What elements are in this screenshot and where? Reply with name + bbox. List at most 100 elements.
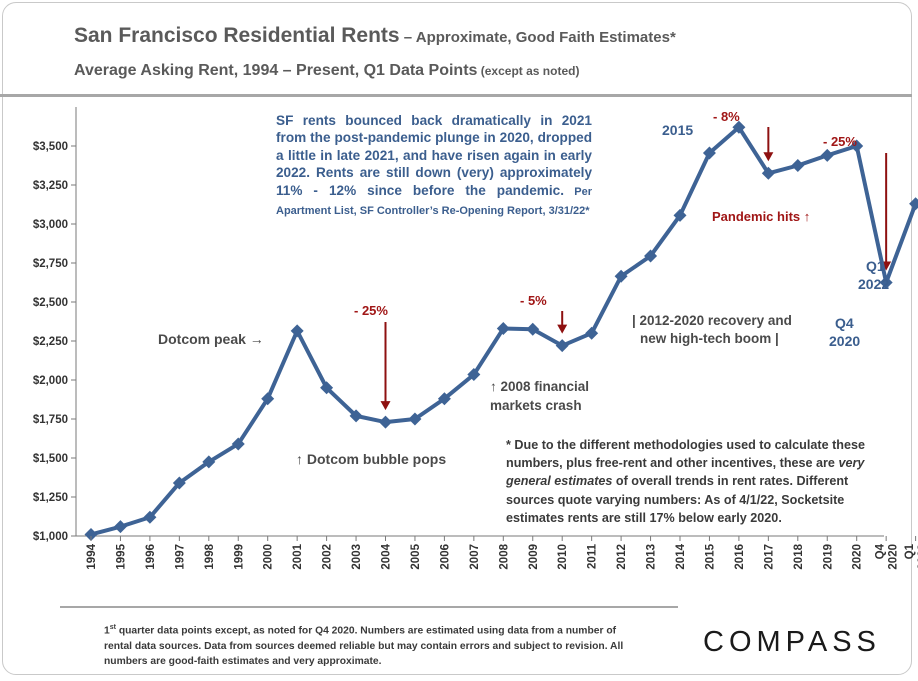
data-point [349, 409, 363, 423]
annotation-dotcom-pops: ↑ Dotcom bubble pops [296, 451, 447, 467]
data-point [379, 415, 392, 429]
x-tick-label: 1999 [233, 544, 245, 570]
data-point [290, 324, 304, 338]
data-point [84, 527, 98, 541]
chart-title-sub: – Approximate, Good Faith Estimates* [399, 29, 676, 46]
data-point [614, 269, 628, 283]
x-tick-label: 2012 [616, 544, 628, 570]
methodology-note: * Due to the different methodologies use… [506, 438, 865, 525]
data-point [113, 520, 127, 534]
data-point [467, 368, 481, 382]
y-tick-label: $3,250 [33, 180, 68, 192]
y-tick-label: $2,750 [33, 258, 68, 270]
x-tick-label: 2019 [822, 544, 834, 570]
annotation-q4-year: 2020 [829, 333, 861, 349]
y-tick-label: $1,000 [33, 531, 68, 543]
y-tick-label: $2,250 [33, 336, 68, 348]
annotation-pandemic-hits: Pandemic hits ↑ [712, 209, 811, 224]
y-tick-label: $1,500 [33, 453, 68, 465]
x-tick-label: 2004 [381, 543, 393, 569]
data-point [408, 412, 422, 426]
methodology-note-emphasis: very general estimates [506, 456, 865, 489]
data-point [526, 322, 540, 336]
x-tick-label: 1994 [86, 543, 98, 569]
chart-frame [2, 2, 912, 675]
x-tick-label: 2015 [704, 543, 716, 569]
x-tick-label: 1998 [204, 543, 216, 569]
x-tick-label: 2008 [498, 543, 510, 569]
arrow-2010 [557, 311, 568, 334]
y-tick-label: $3,000 [33, 219, 68, 231]
annotation-recovery-2: new high-tech boom | [640, 331, 779, 346]
data-point [320, 381, 334, 395]
data-point [820, 148, 834, 162]
x-tick-label: 1996 [145, 544, 157, 570]
x-tick-label: 1997 [174, 544, 186, 570]
data-point [555, 339, 569, 353]
arrow-q4-2020 [881, 153, 892, 271]
x-tick-label: 2005 [410, 543, 422, 569]
chart-subtitle-note: (except as noted) [477, 64, 580, 78]
annotation-2008-crash-1: ↑ 2008 financial [490, 379, 590, 394]
x-tick-label: 1995 [115, 543, 127, 569]
x-tick-label: 2011 [587, 543, 599, 569]
footer-divider [60, 606, 678, 608]
annotation-dotcom-peak: Dotcom peak → [158, 331, 264, 347]
x-tick-label: Q4 [875, 543, 887, 559]
x-tick-label: 2016 [734, 544, 746, 570]
summary-callout-source: Per Apartment List, SF Controller’s Re-O… [276, 185, 592, 218]
arrow-2017 [763, 127, 774, 162]
data-point [202, 455, 216, 469]
annotation-recovery-1: | 2012-2020 recovery and [632, 313, 792, 328]
x-tick-label: Q1 [904, 543, 916, 559]
data-point [879, 276, 893, 289]
chart-subtitle: Average Asking Rent, 1994 – Present, Q1 … [74, 62, 580, 79]
compass-logo: COMPASS [703, 626, 881, 658]
y-tick-label: $2,500 [33, 297, 68, 309]
summary-callout-text: SF rents bounced back dramatically in 20… [276, 113, 592, 198]
x-tick-label: 2020 [852, 544, 864, 570]
data-point [172, 476, 186, 490]
y-tick-label: $3,500 [33, 141, 68, 153]
data-point [644, 249, 658, 263]
annotation-minus-25-2004: - 25% [354, 303, 388, 318]
x-tick-label: 2002 [322, 544, 334, 570]
x-tick-label: 2017 [763, 544, 775, 570]
summary-callout: SF rents bounced back dramatically in 20… [276, 112, 592, 220]
data-point [496, 322, 510, 336]
x-tick-label: 2010 [557, 544, 569, 570]
x-tick-label: 2013 [646, 544, 658, 570]
x-tick-label: 2018 [793, 543, 805, 569]
data-point [909, 197, 918, 211]
annotation-minus-8-2017: - 8% [713, 109, 740, 124]
arrow-2004 [380, 322, 391, 411]
data-point [261, 392, 275, 406]
annotation-q1-year: 2022 [858, 276, 890, 292]
x-tick-label: 2014 [675, 543, 687, 569]
annotation-2008-crash-2: markets crash [490, 398, 582, 413]
chart-title: San Francisco Residential Rents – Approx… [74, 24, 676, 47]
y-tick-label: $2,000 [33, 375, 68, 387]
x-tick-label: 2000 [263, 544, 275, 570]
data-point [732, 120, 746, 134]
x-tick-label: 2001 [292, 543, 304, 569]
data-point [850, 139, 864, 153]
data-point [761, 166, 775, 180]
annotation-minus-5-2010: - 5% [520, 293, 547, 308]
annotation-q1-label: Q1 [866, 258, 885, 274]
x-tick-label: 2003 [351, 544, 363, 570]
footnote: 1st quarter data points except, as noted… [104, 624, 624, 668]
data-point [791, 159, 805, 172]
data-point [673, 208, 687, 222]
data-point [143, 510, 157, 524]
y-tick-label: $1,250 [33, 492, 68, 504]
data-point [437, 392, 451, 406]
annotation-2015: 2015 [662, 122, 694, 138]
annotation-minus-25-2020: - 25% [823, 134, 857, 149]
x-tick-label: 2020 [888, 544, 900, 570]
x-tick-label: 2006 [439, 544, 451, 570]
header-divider [0, 94, 912, 97]
data-point [585, 326, 599, 340]
x-tick-label: 2009 [528, 544, 540, 570]
